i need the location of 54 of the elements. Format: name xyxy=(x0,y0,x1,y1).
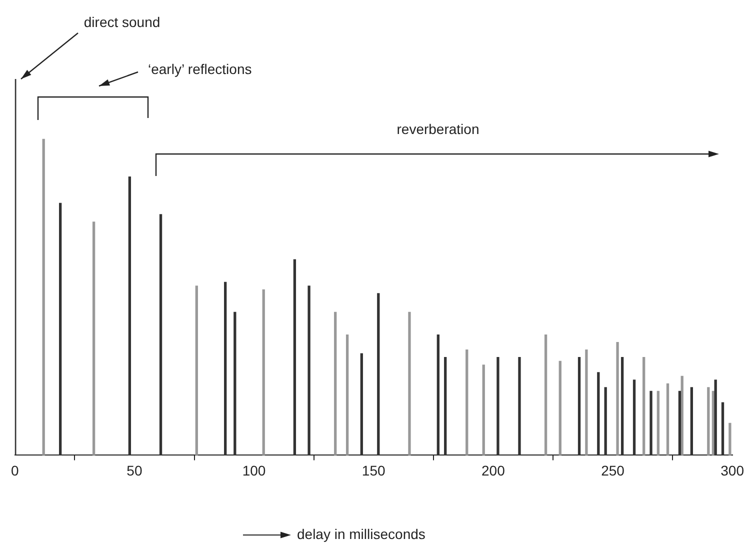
bar xyxy=(262,289,265,456)
bar xyxy=(632,380,636,456)
x-tick-label: 100 xyxy=(242,462,266,478)
bar xyxy=(482,364,485,456)
bar xyxy=(597,372,600,456)
bar xyxy=(714,380,717,456)
bar xyxy=(544,334,548,456)
bar xyxy=(92,222,96,456)
annotation: reverberation xyxy=(396,120,480,137)
bar xyxy=(59,202,62,456)
x-tick-label: 0 xyxy=(10,462,19,478)
bar xyxy=(578,357,581,456)
bar xyxy=(234,312,236,456)
bar xyxy=(721,402,724,456)
bar xyxy=(678,390,682,456)
bar xyxy=(616,342,619,456)
x-tick-label: 200 xyxy=(482,462,506,478)
x-tick-label: 300 xyxy=(720,462,744,478)
annotation: direct sound xyxy=(84,14,160,30)
bar xyxy=(707,387,710,456)
bar xyxy=(680,376,684,456)
bar xyxy=(42,138,45,456)
x-axis-title: delay in milliseconds xyxy=(297,526,426,542)
bar xyxy=(224,282,227,456)
bar xyxy=(666,383,670,456)
bar xyxy=(466,350,468,456)
bar xyxy=(712,390,715,456)
x-tick-label: 250 xyxy=(601,462,625,478)
bar xyxy=(346,334,349,456)
bar xyxy=(408,312,411,456)
bar xyxy=(604,387,607,456)
x-tick-label: 50 xyxy=(126,462,142,478)
bar xyxy=(496,357,500,456)
bar xyxy=(518,357,521,456)
bar xyxy=(642,357,646,456)
bar xyxy=(436,334,440,456)
bar xyxy=(650,390,652,456)
bar xyxy=(690,387,693,456)
bar xyxy=(128,176,132,456)
bar xyxy=(656,390,660,456)
bar xyxy=(195,286,198,456)
bar xyxy=(728,422,732,456)
text: ‘early’ reflections xyxy=(148,60,252,77)
bar xyxy=(377,293,380,456)
bar xyxy=(159,214,162,456)
x-tick-label: 150 xyxy=(362,462,386,478)
bar xyxy=(334,312,337,456)
bar xyxy=(444,357,447,456)
bar xyxy=(620,357,624,456)
bar xyxy=(360,353,363,456)
bar xyxy=(558,360,562,456)
bar xyxy=(585,350,588,456)
bar xyxy=(293,259,296,456)
bar xyxy=(308,286,310,456)
